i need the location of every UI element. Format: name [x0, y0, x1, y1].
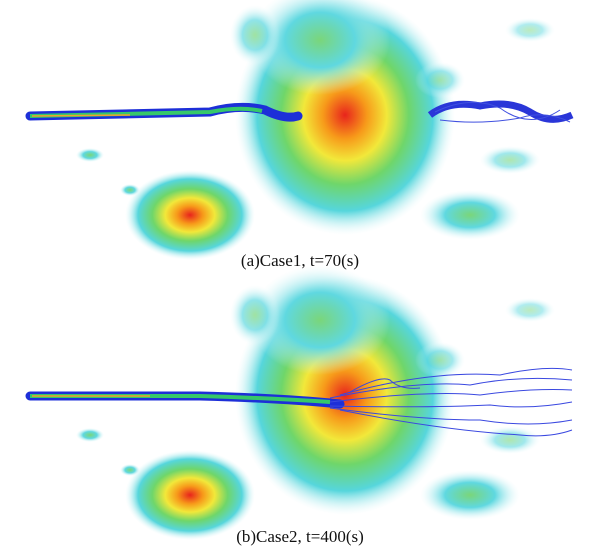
caption: (a)Case1, t=70(s) — [240, 251, 360, 270]
panel-b-image — [25, 265, 573, 540]
caption: (b)Case2, t=400(s) — [236, 527, 364, 546]
panel-a-image — [25, 0, 574, 260]
